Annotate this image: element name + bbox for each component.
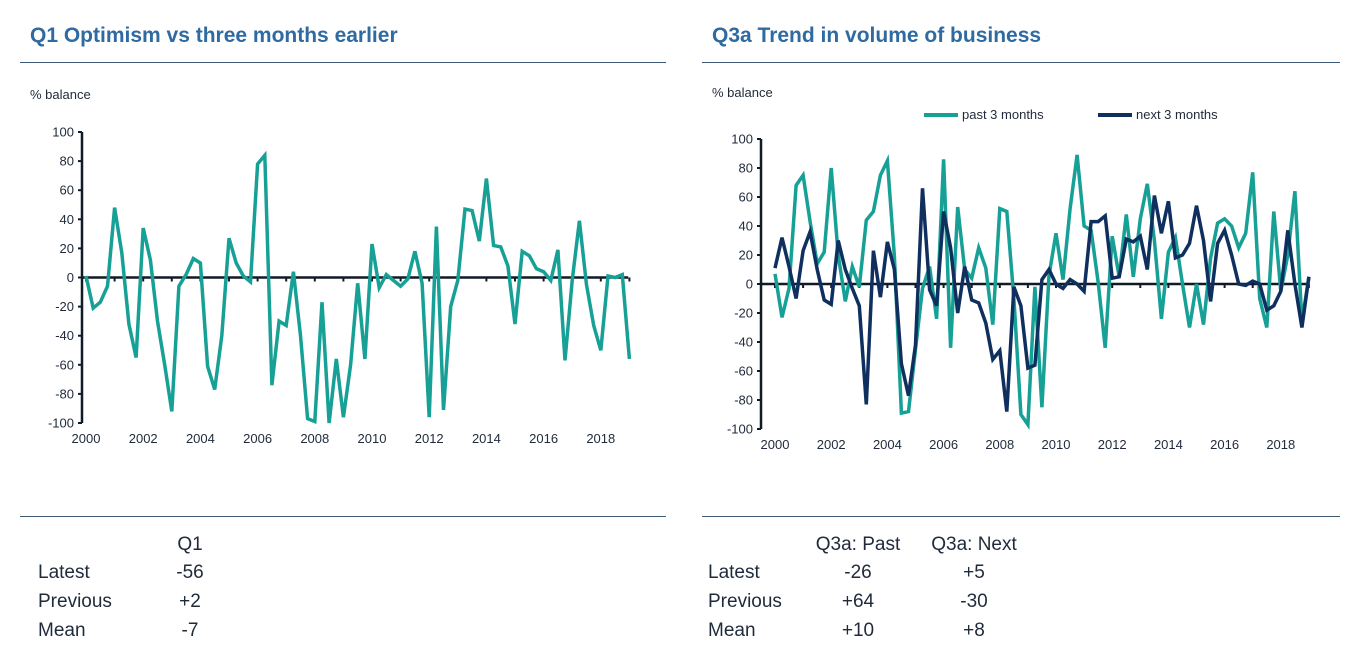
y-tick-label: 20: [739, 248, 753, 263]
series-line-q1: [84, 150, 632, 425]
stats-value: +64: [841, 591, 875, 612]
stats-header: Q3a: Past: [815, 534, 901, 555]
stats-row-label: Latest: [38, 562, 90, 583]
q3a-volume-chart: 100 80 60 40 20 0 -20 -40 -60 -80 -100 2000 2002 2004…: [727, 132, 1311, 452]
y-tick-label: 40: [60, 212, 74, 227]
y-tick-label: 60: [60, 183, 74, 198]
y-tick-label: 60: [739, 190, 753, 205]
y-tick-label: -40: [734, 335, 753, 350]
x-tick-label: 2002: [817, 437, 846, 452]
stats-row-label: Mean: [38, 620, 86, 641]
x-tick-label: 2000: [72, 431, 101, 446]
x-tick-label: 2004: [186, 431, 215, 446]
x-tick-label: 2014: [1154, 437, 1183, 452]
legend-swatch-navy: [1098, 112, 1132, 117]
x-tick-label: 2008: [985, 437, 1014, 452]
stats-header: Q1: [177, 534, 203, 555]
x-tick-label: 2010: [1042, 437, 1071, 452]
stats-divider: [20, 516, 666, 517]
stats-row-label: Previous: [708, 591, 782, 612]
stats-value: -7: [181, 620, 199, 641]
x-tick-label: 2010: [358, 431, 387, 446]
y-tick-label: 100: [731, 132, 753, 147]
y-tick-label: -80: [55, 386, 74, 401]
stats-row-label: Latest: [708, 562, 760, 583]
stats-value: +10: [841, 620, 875, 641]
y-tick-label: 100: [52, 125, 74, 140]
x-tick-label: 2016: [1210, 437, 1239, 452]
title-divider: [20, 62, 666, 63]
y-tick-label: 80: [60, 154, 74, 169]
legend-item-next: next 3 months: [1098, 107, 1218, 122]
x-tick-label: 2014: [472, 431, 501, 446]
y-tick-label: -80: [734, 393, 753, 408]
x-tick-label: 2006: [929, 437, 958, 452]
y-tick-label: 20: [60, 241, 74, 256]
title-divider: [702, 62, 1340, 63]
x-tick-label: 2004: [873, 437, 902, 452]
y-tick-label: 40: [739, 219, 753, 234]
series-line-past-3-months: [773, 154, 1311, 430]
chart-title: Q1 Optimism vs three months earlier: [30, 24, 398, 47]
legend-label: next 3 months: [1136, 107, 1218, 122]
x-tick-label: 2018: [1266, 437, 1295, 452]
x-tick-label: 2016: [529, 431, 558, 446]
stats-value: +5: [963, 562, 985, 583]
q3a-volume-panel: Q3a Trend in volume of business % balanc…: [702, 0, 1340, 655]
x-tick-label: 2006: [243, 431, 272, 446]
y-axis-unit-label: % balance: [30, 87, 91, 102]
stats-header: Q3a: Next: [931, 534, 1017, 555]
x-tick-label: 2008: [300, 431, 329, 446]
y-tick-label: -100: [727, 422, 753, 437]
legend-label: past 3 months: [962, 107, 1044, 122]
x-tick-label: 2018: [586, 431, 615, 446]
y-tick-label: -40: [55, 328, 74, 343]
stats-divider: [702, 516, 1340, 517]
x-tick-label: 2000: [761, 437, 790, 452]
y-tick-label: 80: [739, 161, 753, 176]
y-tick-label: -20: [734, 306, 753, 321]
q1-optimism-panel: Q1 Optimism vs three months earlier % ba…: [20, 0, 666, 655]
stats-row-label: Previous: [38, 591, 112, 612]
y-tick-label: -100: [48, 416, 74, 431]
stats-value: +8: [963, 620, 985, 641]
series-line-next-3-months: [773, 188, 1311, 412]
y-tick-label: 0: [746, 277, 753, 292]
y-tick-label: -20: [55, 299, 74, 314]
y-tick-label: -60: [734, 364, 753, 379]
y-tick-label: 0: [67, 270, 74, 285]
x-tick-label: 2012: [415, 431, 444, 446]
legend-swatch-teal: [924, 112, 958, 117]
stats-row-label: Mean: [708, 620, 756, 641]
stats-value: -26: [844, 562, 872, 583]
x-tick-label: 2012: [1098, 437, 1127, 452]
y-tick-label: -60: [55, 357, 74, 372]
stats-value: +2: [179, 591, 201, 612]
chart-title: Q3a Trend in volume of business: [712, 24, 1042, 47]
legend-item-past: past 3 months: [924, 107, 1044, 122]
x-tick-label: 2002: [129, 431, 158, 446]
y-axis-unit-label: % balance: [712, 85, 773, 100]
stats-value: -30: [960, 591, 988, 612]
stats-value: -56: [176, 562, 204, 583]
